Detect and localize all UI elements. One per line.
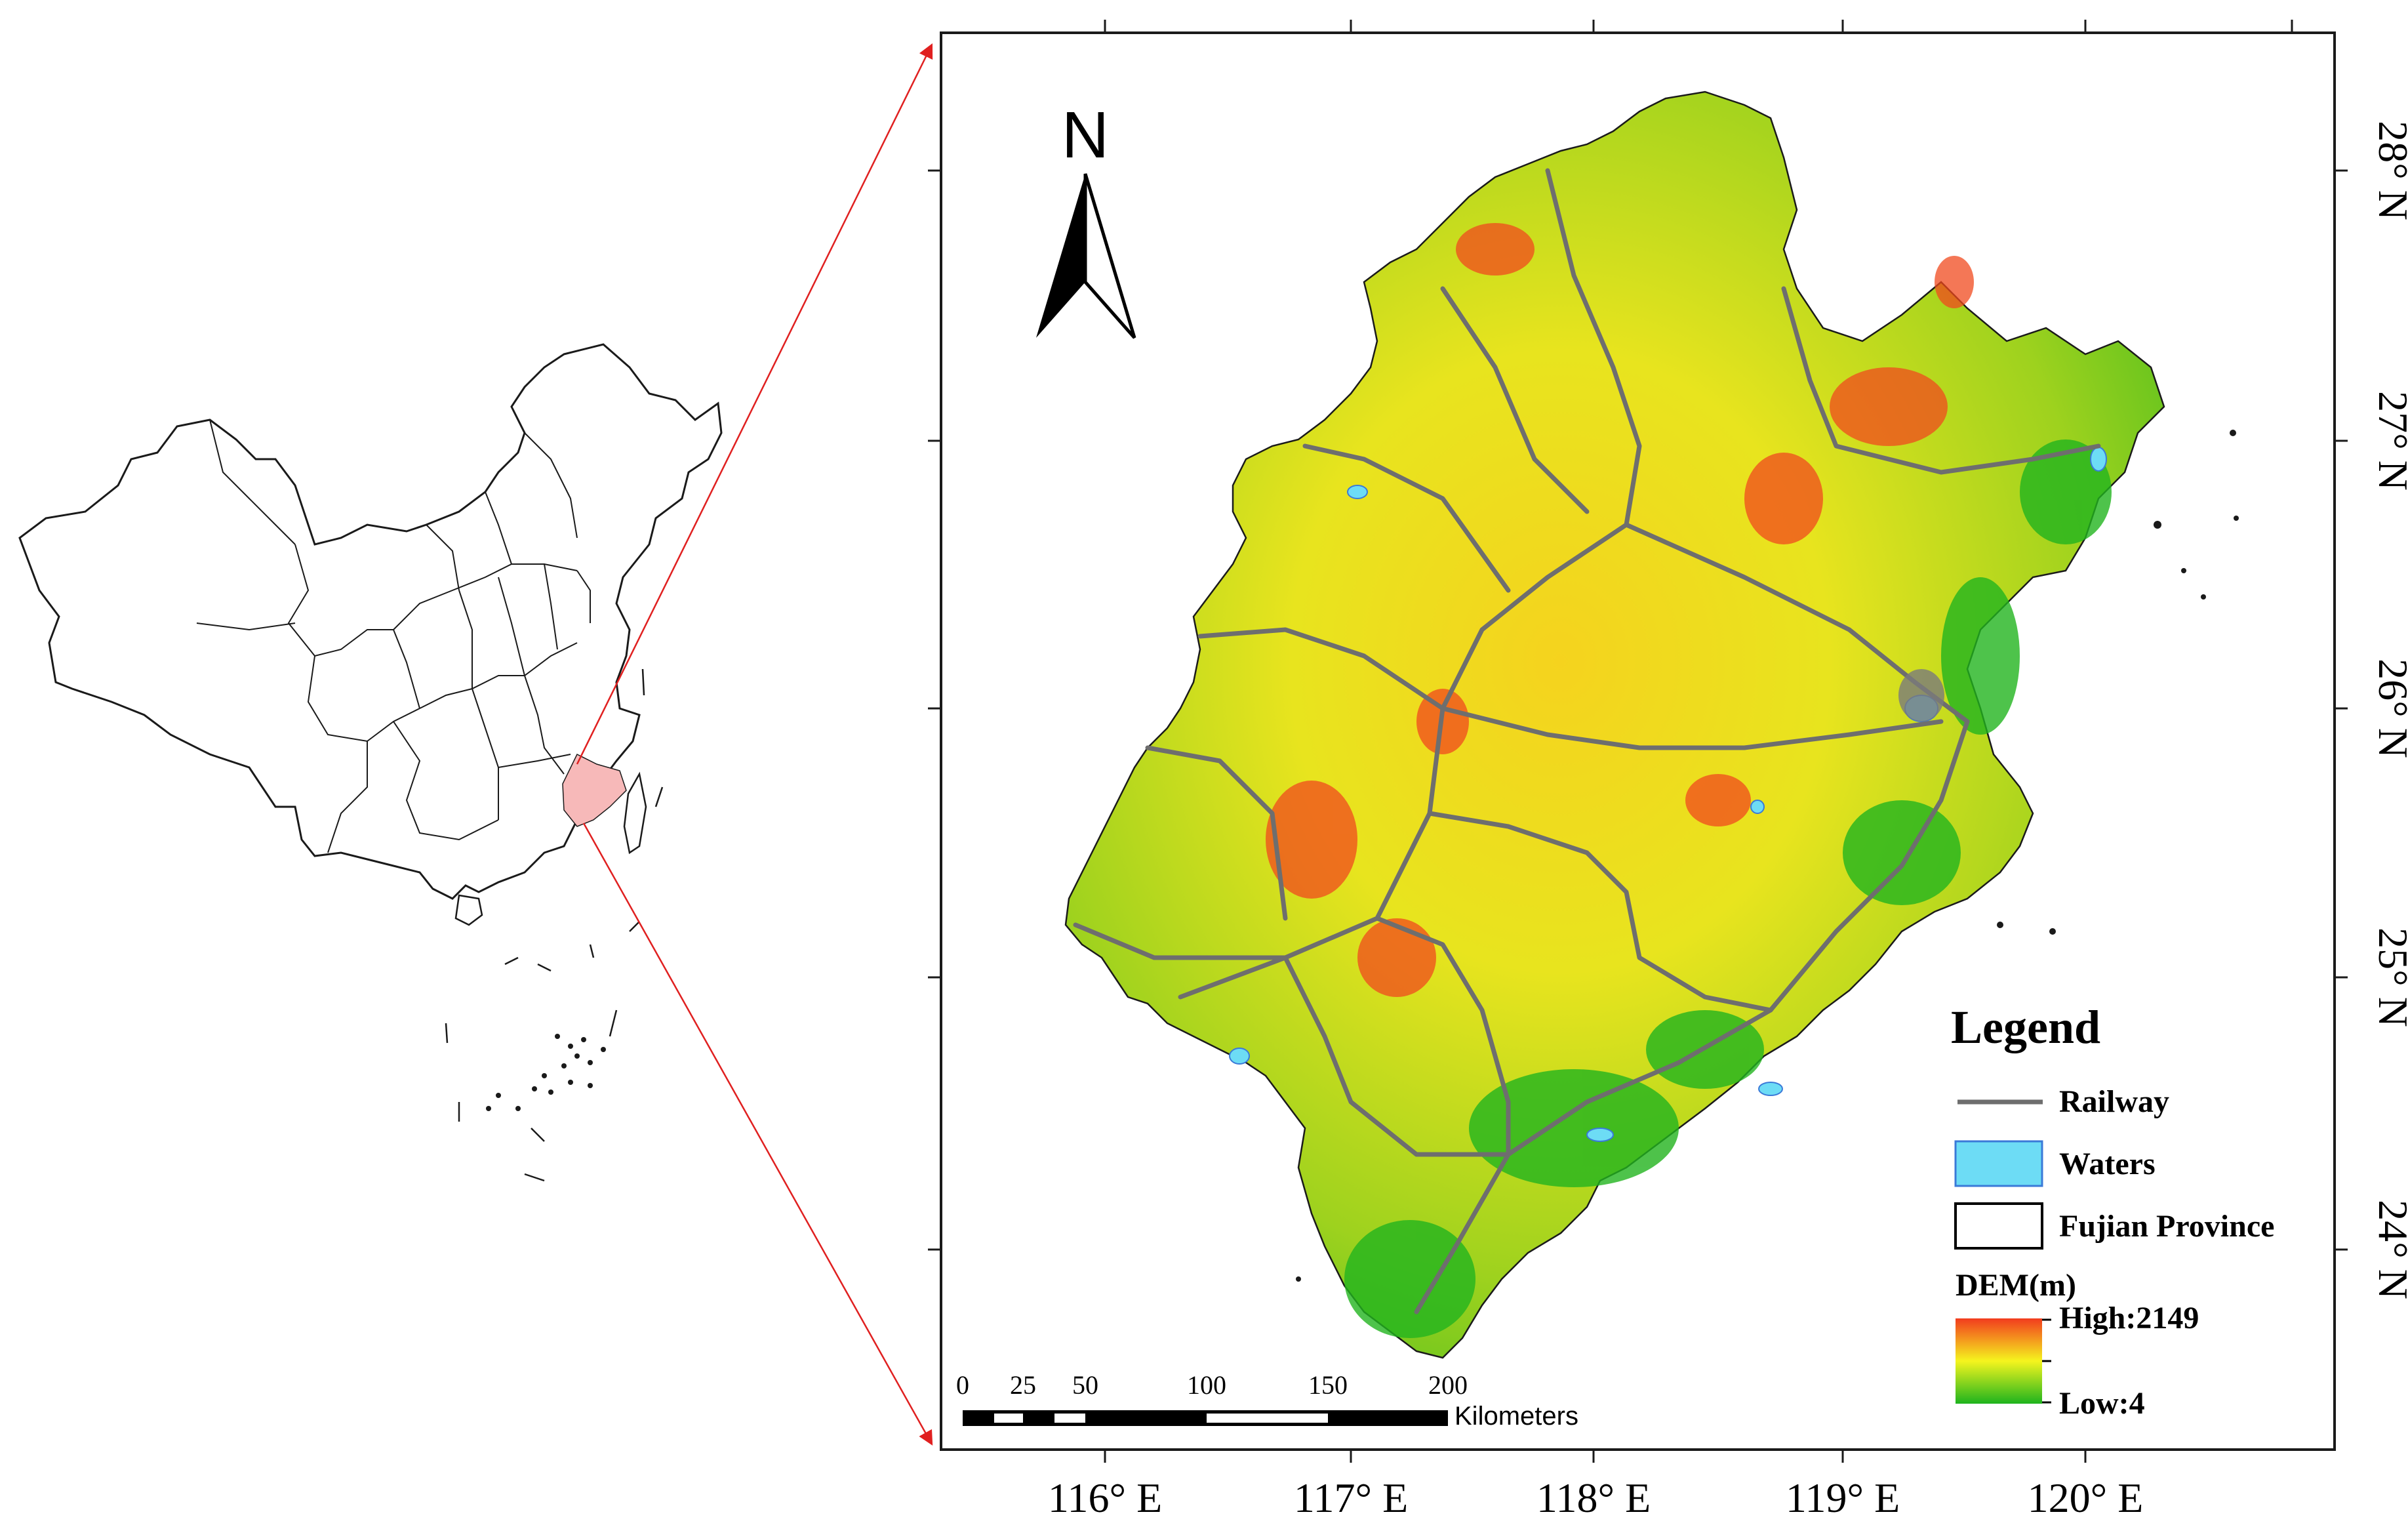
- lon-label-117: 117° E: [1294, 1475, 1408, 1521]
- fujian-legend-symbol: [1954, 1202, 2043, 1250]
- scale-unit: Kilometers: [1455, 1402, 1578, 1431]
- legend: Legend Railway Waters Fujian Province DE…: [1951, 1001, 2274, 1421]
- legend-fujian-label: Fujian Province: [2059, 1209, 2274, 1244]
- longitude-labels: 116° E 117° E 118° E 119° E 120° E: [1048, 1475, 2144, 1521]
- lon-label-120: 120° E: [2028, 1475, 2144, 1521]
- fujian-highlight: [562, 753, 627, 827]
- scale-label-50: 50: [1072, 1370, 1098, 1400]
- latitude-labels: 28° N 27° N 26° N 25° N 24° N: [2370, 121, 2408, 1299]
- waters-legend-symbol: [1954, 1140, 2043, 1187]
- north-arrow: N: [1036, 98, 1136, 339]
- lon-label-116: 116° E: [1048, 1475, 1162, 1521]
- lat-label-28: 28° N: [2370, 121, 2408, 220]
- lat-label-25: 25° N: [2370, 927, 2408, 1027]
- fuzhou-urban: [1898, 669, 1944, 722]
- legend-dem-title: DEM(m): [1956, 1268, 2076, 1303]
- lat-label-27: 27° N: [2370, 391, 2408, 491]
- legend-waters-label: Waters: [2059, 1147, 2156, 1181]
- scale-bar: 0 25 50 100 150 200 Kilometers: [956, 1370, 1578, 1431]
- china-outline: [18, 343, 723, 900]
- legend-dem-high: High:2149: [2059, 1301, 2199, 1335]
- china-overview-map: [18, 343, 723, 1182]
- legend-railway-label: Railway: [2059, 1084, 2169, 1119]
- legend-dem-low: Low:4: [2059, 1386, 2145, 1421]
- scale-label-25: 25: [1010, 1370, 1036, 1400]
- north-arrow-label: N: [1062, 98, 1109, 172]
- graticule-ticks: [928, 20, 2348, 1463]
- lon-label-119: 119° E: [1786, 1475, 1900, 1521]
- eastern-islets: [1296, 430, 2239, 1282]
- dem-color-ramp: [1956, 1318, 2042, 1404]
- islet-dots: [486, 1034, 606, 1111]
- lon-label-118: 118° E: [1536, 1475, 1651, 1521]
- lat-label-24: 24° N: [2370, 1200, 2408, 1299]
- taiwan-island: [623, 771, 647, 855]
- callout-lines: [576, 43, 933, 1446]
- scale-label-200: 200: [1428, 1370, 1468, 1400]
- hainan-island: [454, 894, 483, 926]
- province-boundaries: [196, 419, 591, 853]
- railway-network: [1073, 168, 2101, 1314]
- lat-label-26: 26° N: [2370, 659, 2408, 758]
- scale-label-150: 150: [1308, 1370, 1348, 1400]
- low-elevation-coast: [1344, 439, 2112, 1338]
- south-china-sea-islands: [445, 668, 664, 1182]
- fujian-dem-map: N 0 25 50 100 150 200 Kilometers Legend: [928, 20, 2348, 1463]
- legend-title: Legend: [1951, 1001, 2100, 1053]
- scale-label-100: 100: [1187, 1370, 1226, 1400]
- scale-label-0: 0: [956, 1370, 969, 1400]
- north-arrow-icon: [1036, 174, 1085, 338]
- high-elevation-patches: [1266, 223, 1974, 997]
